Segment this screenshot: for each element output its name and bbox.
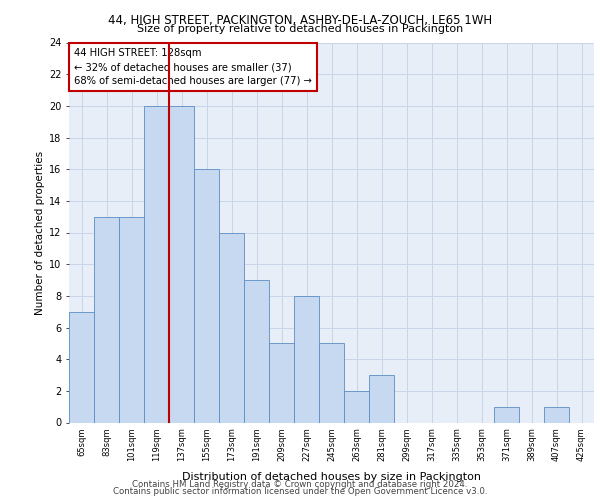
Bar: [294, 296, 319, 422]
Bar: [119, 216, 144, 422]
X-axis label: Distribution of detached houses by size in Packington: Distribution of detached houses by size …: [182, 472, 481, 482]
Text: Contains public sector information licensed under the Open Government Licence v3: Contains public sector information licen…: [113, 487, 487, 496]
Text: Contains HM Land Registry data © Crown copyright and database right 2024.: Contains HM Land Registry data © Crown c…: [132, 480, 468, 489]
Bar: [219, 232, 244, 422]
Bar: [194, 169, 219, 422]
Bar: [344, 391, 369, 422]
Text: Size of property relative to detached houses in Packington: Size of property relative to detached ho…: [137, 24, 463, 34]
Bar: [69, 312, 94, 422]
Bar: [494, 406, 519, 422]
Bar: [244, 280, 269, 422]
Bar: [269, 344, 294, 422]
Bar: [544, 406, 569, 422]
Bar: [369, 375, 394, 422]
Bar: [319, 344, 344, 422]
Bar: [169, 106, 194, 422]
Bar: [144, 106, 169, 422]
Y-axis label: Number of detached properties: Number of detached properties: [35, 150, 44, 314]
Text: 44 HIGH STREET: 128sqm
← 32% of detached houses are smaller (37)
68% of semi-det: 44 HIGH STREET: 128sqm ← 32% of detached…: [74, 48, 312, 86]
Bar: [94, 216, 119, 422]
Text: 44, HIGH STREET, PACKINGTON, ASHBY-DE-LA-ZOUCH, LE65 1WH: 44, HIGH STREET, PACKINGTON, ASHBY-DE-LA…: [108, 14, 492, 27]
